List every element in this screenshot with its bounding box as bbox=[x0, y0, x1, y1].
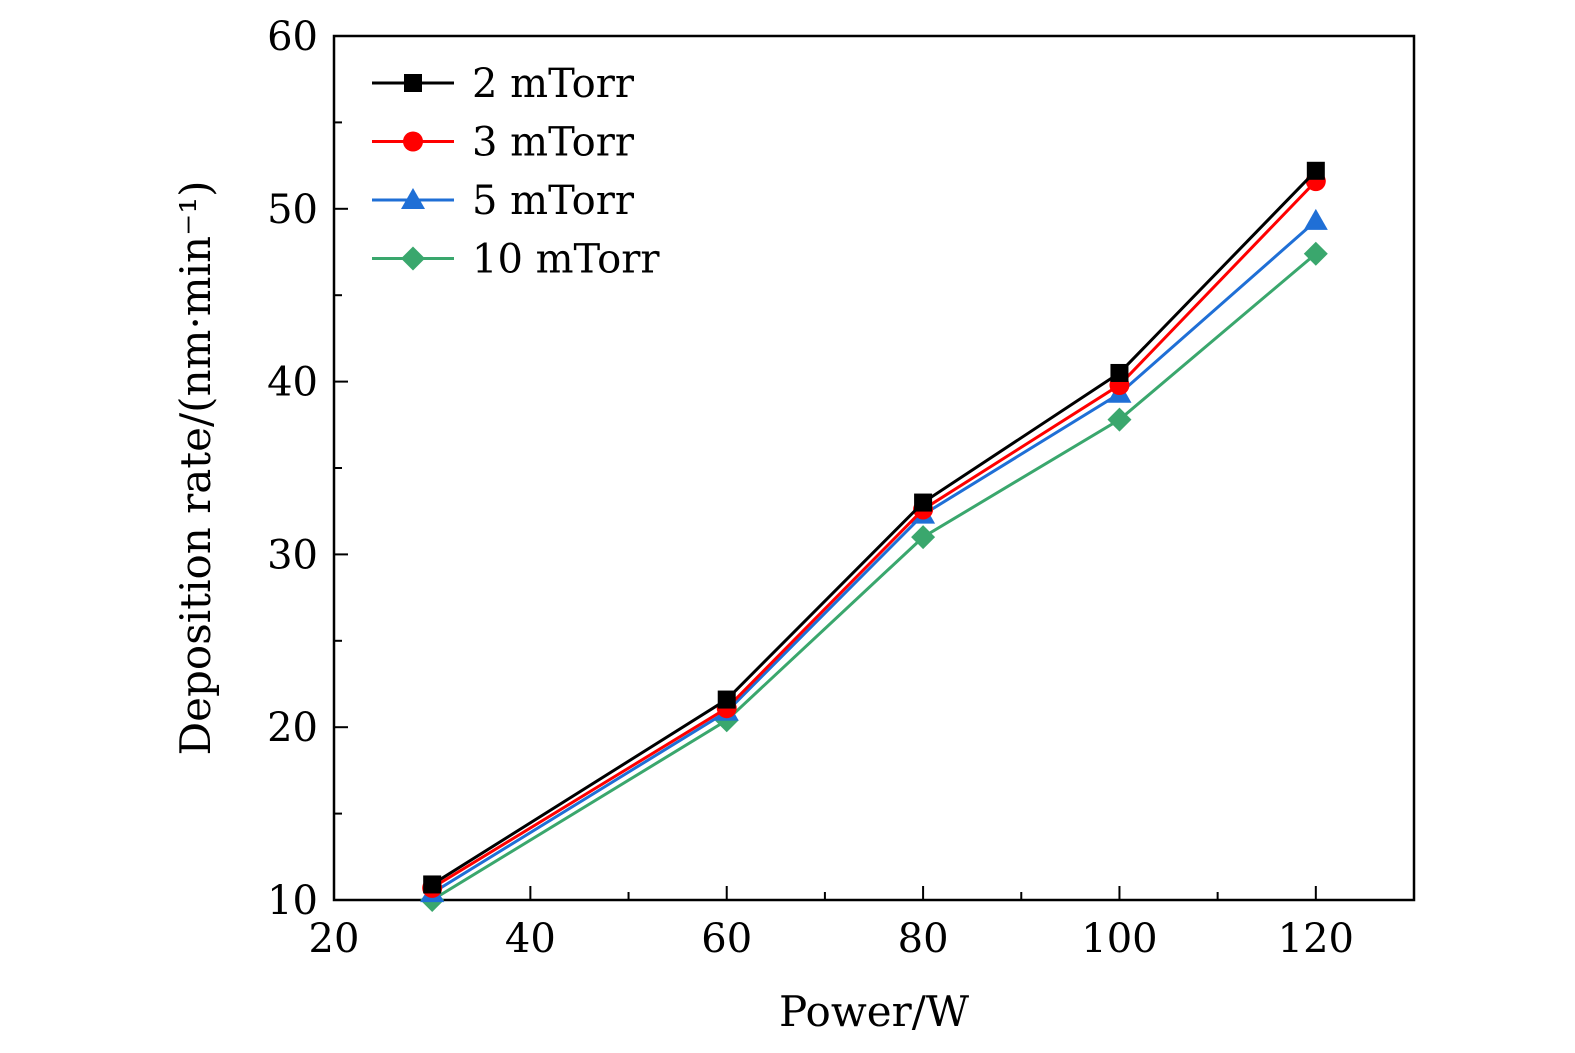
x-tick-label: 60 bbox=[701, 916, 752, 962]
series-2-mtorr bbox=[423, 161, 1325, 894]
y-tick-label: 50 bbox=[267, 187, 318, 233]
x-tick-label: 100 bbox=[1081, 916, 1157, 962]
legend-label: 3 mTorr bbox=[472, 120, 635, 166]
legend-marker bbox=[401, 188, 425, 209]
legend-item: 5 mTorr bbox=[372, 178, 635, 224]
x-tick-label: 40 bbox=[505, 916, 556, 962]
legend-item: 3 mTorr bbox=[372, 120, 635, 166]
y-tick-label: 10 bbox=[267, 878, 318, 924]
series-line bbox=[431, 219, 1317, 895]
x-tick-label: 20 bbox=[309, 916, 360, 962]
legend-marker bbox=[403, 131, 423, 152]
x-tick-label: 80 bbox=[898, 916, 949, 962]
data-point bbox=[1110, 363, 1129, 382]
series-layer bbox=[420, 161, 1328, 912]
y-tick-label: 60 bbox=[267, 14, 318, 60]
y-axis-title: Deposition rate/(nm·min⁻¹) bbox=[171, 181, 220, 756]
data-point bbox=[717, 690, 736, 709]
legend-item: 10 mTorr bbox=[372, 237, 660, 283]
y-tick-label: 40 bbox=[267, 360, 318, 406]
legend-item: 2 mTorr bbox=[372, 61, 635, 107]
x-tick-label: 120 bbox=[1278, 916, 1354, 962]
legend-marker bbox=[401, 246, 425, 271]
series-line bbox=[431, 252, 1317, 902]
data-point bbox=[911, 525, 936, 550]
y-axis: 10 20 30 40 50 60 bbox=[267, 14, 348, 924]
data-point bbox=[1303, 241, 1328, 266]
x-axis: 20 40 60 80 100 120 bbox=[309, 886, 1415, 962]
data-point bbox=[1306, 161, 1325, 180]
x-axis-title: Power/W bbox=[779, 987, 970, 1036]
legend-label: 5 mTorr bbox=[472, 178, 635, 224]
legend-label: 10 mTorr bbox=[472, 237, 660, 283]
series-5-mtorr bbox=[420, 208, 1328, 903]
y-tick-label: 20 bbox=[267, 705, 318, 751]
plot-frame bbox=[332, 34, 1416, 902]
data-point bbox=[914, 493, 933, 512]
data-point bbox=[423, 875, 442, 894]
legend-marker bbox=[404, 74, 422, 92]
series-line bbox=[431, 180, 1317, 890]
data-point bbox=[1107, 407, 1132, 432]
y-tick-label: 30 bbox=[267, 532, 318, 578]
legend: 2 mTorr 3 mTorr 5 mTorr 10 mTorr bbox=[372, 61, 660, 283]
data-point bbox=[1303, 208, 1328, 230]
legend-label: 2 mTorr bbox=[472, 61, 635, 107]
